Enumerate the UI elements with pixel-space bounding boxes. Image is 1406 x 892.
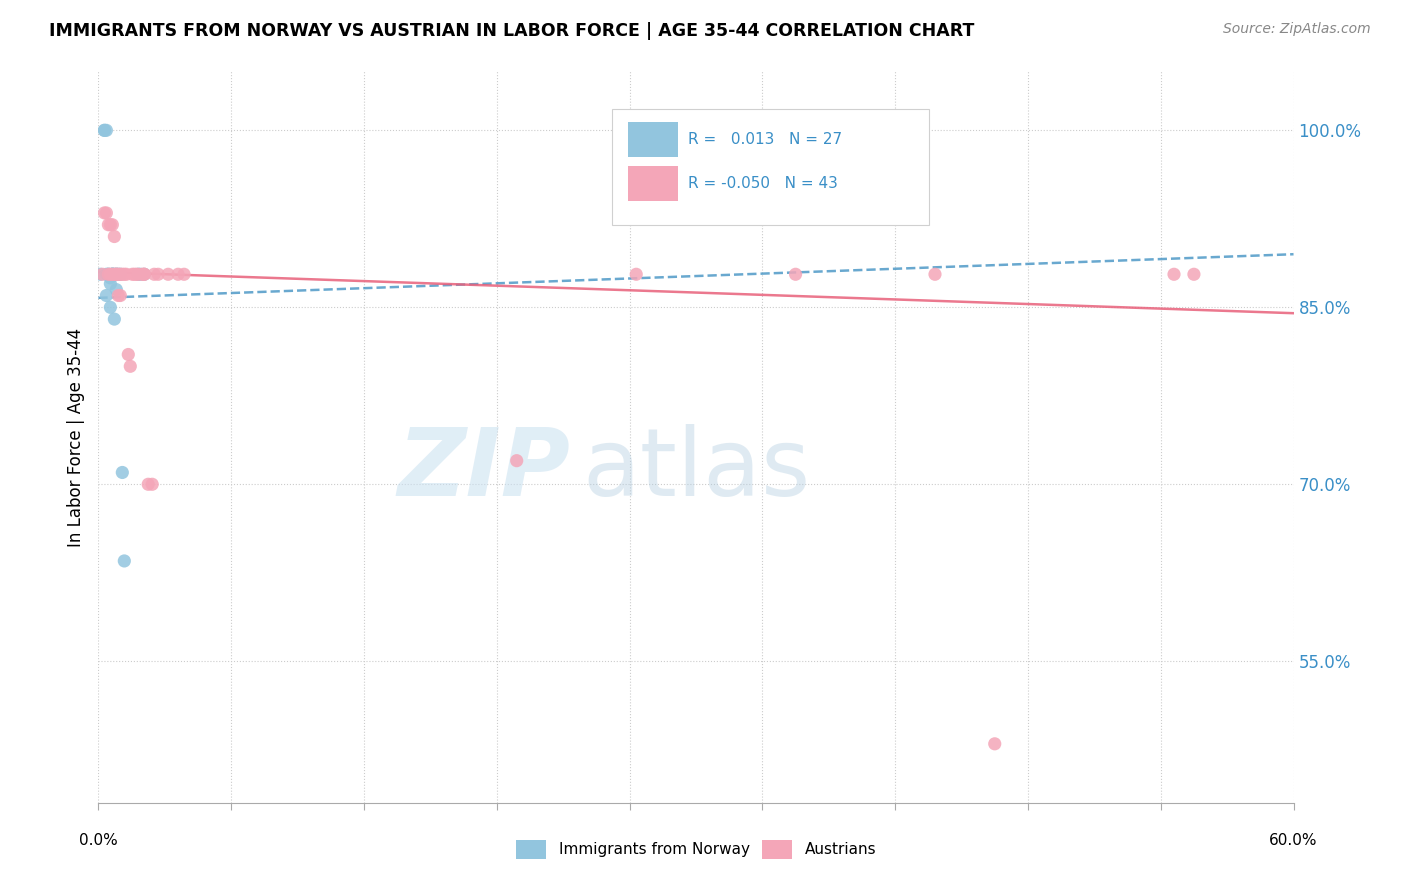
Point <box>98 301 122 315</box>
Point <box>111 267 134 281</box>
Point <box>105 267 128 281</box>
Text: Source: ZipAtlas.com: Source: ZipAtlas.com <box>1223 22 1371 37</box>
Point <box>101 267 124 281</box>
Point <box>120 359 142 374</box>
Point <box>112 267 135 281</box>
Point <box>110 267 132 281</box>
FancyBboxPatch shape <box>628 122 678 157</box>
Point <box>173 267 195 281</box>
Point <box>101 267 124 281</box>
Point <box>110 267 132 281</box>
Text: 0.0%: 0.0% <box>79 833 118 848</box>
Point <box>105 283 128 297</box>
Point <box>157 267 180 281</box>
Point <box>117 347 139 361</box>
Point <box>96 288 118 302</box>
Text: 60.0%: 60.0% <box>1270 833 1317 848</box>
Point <box>101 267 124 281</box>
Point <box>103 312 125 326</box>
Point <box>107 288 129 302</box>
Point <box>984 737 1007 751</box>
Point <box>96 267 118 281</box>
Point <box>107 267 129 281</box>
Point <box>112 554 135 568</box>
Point <box>96 206 118 220</box>
Y-axis label: In Labor Force | Age 35-44: In Labor Force | Age 35-44 <box>66 327 84 547</box>
Point <box>127 267 149 281</box>
Text: IMMIGRANTS FROM NORWAY VS AUSTRIAN IN LABOR FORCE | AGE 35-44 CORRELATION CHART: IMMIGRANTS FROM NORWAY VS AUSTRIAN IN LA… <box>49 22 974 40</box>
Point <box>91 267 114 281</box>
Point <box>136 477 159 491</box>
Point <box>101 267 124 281</box>
Point <box>105 267 128 281</box>
FancyBboxPatch shape <box>628 166 678 201</box>
Point <box>148 267 170 281</box>
Point <box>93 123 115 137</box>
FancyBboxPatch shape <box>613 110 929 225</box>
Point <box>98 218 122 232</box>
Point <box>89 267 111 281</box>
Point <box>110 288 132 302</box>
Point <box>506 453 529 467</box>
Point <box>125 267 148 281</box>
Point <box>141 477 163 491</box>
Point <box>107 267 129 281</box>
Point <box>101 218 124 232</box>
Point <box>167 267 190 281</box>
Point <box>111 466 134 480</box>
Point <box>785 267 807 281</box>
Point <box>98 270 122 285</box>
Point <box>105 267 128 281</box>
Point <box>97 267 120 281</box>
Point <box>103 267 125 281</box>
Point <box>115 267 138 281</box>
Point <box>101 267 124 281</box>
Point <box>134 267 156 281</box>
Point <box>1163 267 1185 281</box>
Point <box>134 267 156 281</box>
Point <box>97 267 120 281</box>
Point <box>127 267 149 281</box>
Point <box>121 267 143 281</box>
Text: R =   0.013   N = 27: R = 0.013 N = 27 <box>688 132 842 147</box>
Point <box>93 123 115 137</box>
Text: R = -0.050   N = 43: R = -0.050 N = 43 <box>688 176 838 191</box>
Point <box>131 267 153 281</box>
Point <box>105 267 128 281</box>
Legend: Immigrants from Norway, Austrians: Immigrants from Norway, Austrians <box>509 834 883 864</box>
Point <box>93 206 115 220</box>
Text: ZIP: ZIP <box>398 424 571 516</box>
Point <box>98 277 122 291</box>
Text: atlas: atlas <box>582 424 811 516</box>
Point <box>98 267 122 281</box>
Point <box>924 267 946 281</box>
Point <box>1182 267 1205 281</box>
Point <box>97 218 120 232</box>
Point <box>103 267 125 281</box>
Point <box>96 123 118 137</box>
Point <box>134 267 156 281</box>
Point <box>626 267 648 281</box>
Point <box>103 229 125 244</box>
Point <box>124 267 146 281</box>
Point <box>129 267 152 281</box>
Point <box>143 267 166 281</box>
Point <box>97 267 120 281</box>
